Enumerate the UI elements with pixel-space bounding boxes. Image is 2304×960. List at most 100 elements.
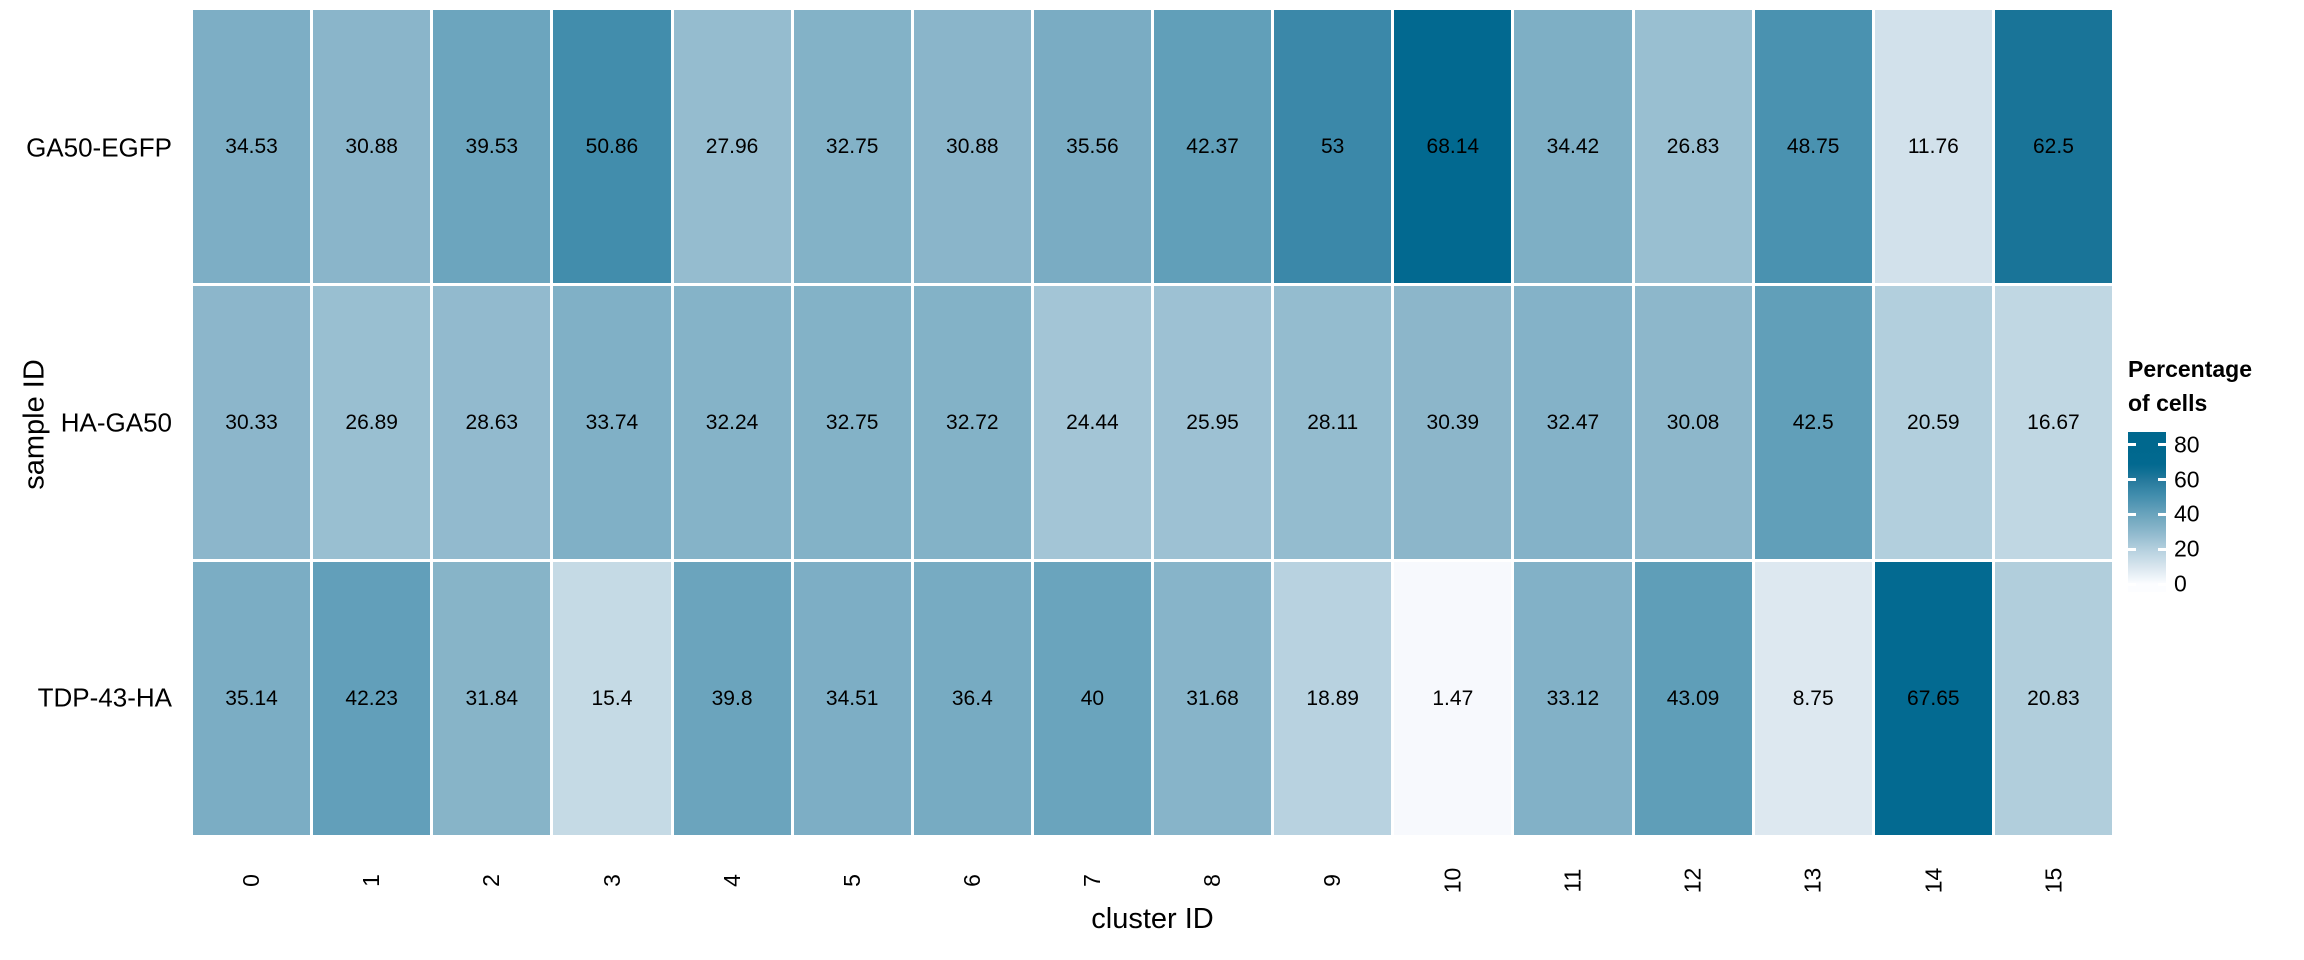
legend: Percentage of cells 80 60 40 20 0: [2128, 352, 2304, 598]
cell-value-label: 34.53: [225, 134, 278, 158]
cell-value-label: 50.86: [585, 134, 639, 158]
legend-tick-dash-left: [2128, 443, 2136, 447]
col-tick-text: 7: [1078, 873, 1105, 887]
col-tick-text: 1: [358, 873, 385, 887]
cell-value-label: 30.08: [1666, 410, 1720, 434]
col-tick-text: 10: [1439, 867, 1466, 893]
heatmap-cell: 42.37: [1154, 10, 1272, 283]
y-axis-tick-labels: GA50-EGFP HA-GA50 TDP-43-HA: [0, 10, 180, 835]
cell-value-label: 24.44: [1066, 410, 1119, 434]
cell-value-label: 8.75: [1792, 686, 1834, 710]
heatmap-cell: 33.74: [553, 286, 671, 559]
cell-value-label: 25.95: [1186, 410, 1239, 434]
col-tick-text: 4: [718, 873, 745, 887]
cell-value-label: 1.47: [1432, 686, 1474, 710]
cell-value-label: 42.5: [1792, 410, 1834, 434]
cell-value-label: 67.65: [1907, 686, 1960, 710]
col-tick-text: 14: [1919, 867, 1946, 893]
heatmap-cell: 20.83: [1994, 562, 2112, 835]
heatmap-cell: 35.56: [1033, 10, 1151, 283]
cell-value-label: 39.8: [711, 686, 753, 710]
row-label-TDP-43-HA: TDP-43-HA: [37, 682, 172, 712]
row-label-HA-GA50: HA-GA50: [60, 407, 172, 437]
cell-value-label: 31.68: [1186, 686, 1239, 710]
row-label-GA50-EGFP: GA50-EGFP: [26, 132, 172, 162]
cell-value-label: 36.4: [951, 686, 993, 710]
cell-value-label: 16.67: [2027, 410, 2080, 434]
cell-value-label: 43.09: [1666, 686, 1720, 710]
cell-value-label: 32.47: [1546, 410, 1600, 434]
heatmap-cell: 32.24: [673, 286, 791, 559]
legend-title-line1: Percentage: [2128, 356, 2253, 382]
cell-value-label: 27.96: [705, 134, 759, 158]
heatmap-cell: 30.08: [1634, 286, 1752, 559]
heatmap-cell: 26.83: [1634, 10, 1752, 283]
heatmap-cell: 50.86: [553, 10, 671, 283]
heatmap-cell: 30.33: [193, 286, 311, 559]
heatmap-grid: 34.53 30.88 39.53 50.86 27.96 32.75 30.88 35.56…: [193, 10, 2112, 835]
heatmap-cell: 34.53: [193, 10, 311, 283]
heatmap-cell: 32.75: [793, 286, 911, 559]
legend-tick-dash-left: [2128, 478, 2136, 482]
cell-value-label: 30.88: [345, 134, 398, 158]
heatmap-cell: 32.72: [913, 286, 1031, 559]
heatmap-cell: 11.76: [1874, 10, 1992, 283]
cell-value-label: 32.24: [705, 410, 759, 434]
cell-value-label: 18.89: [1306, 686, 1359, 710]
heatmap-cell: 40: [1033, 562, 1151, 835]
legend-tick-label-0: 0: [2174, 570, 2187, 597]
col-tick-text: 3: [598, 873, 625, 887]
legend-tick-label-80: 80: [2174, 431, 2200, 458]
legend-tick-label-20: 20: [2174, 535, 2200, 562]
cell-value-label: 26.83: [1666, 134, 1720, 158]
cell-value-label: 20.83: [2027, 686, 2080, 710]
cell-value-label: 42.23: [345, 686, 398, 710]
legend-tick-label-40: 40: [2174, 500, 2200, 527]
cell-value-label: 39.53: [465, 134, 519, 158]
heatmap-cell: 39.53: [433, 10, 551, 283]
col-tick-text: 5: [838, 873, 865, 887]
heatmap-cell: 28.63: [433, 286, 551, 559]
heatmap-cell: 15.4: [553, 562, 671, 835]
col-tick-text: 8: [1199, 873, 1226, 887]
cell-value-label: 42.37: [1186, 134, 1239, 158]
legend-tick-dash-left: [2128, 512, 2136, 516]
legend-title-line2: of cells: [2128, 390, 2208, 416]
cell-value-label: 33.12: [1546, 686, 1600, 710]
cell-value-label: 68.14: [1426, 134, 1480, 158]
heatmap-cell: 31.68: [1154, 562, 1272, 835]
legend-tick-dash-right: [2158, 443, 2166, 447]
heatmap-cell: 32.47: [1514, 286, 1632, 559]
heatmap-cell: 30.88: [913, 10, 1031, 283]
heatmap-cell: 68.14: [1394, 10, 1512, 283]
heatmap-cell: 1.47: [1394, 562, 1512, 835]
legend-tick-dash-right: [2158, 582, 2166, 586]
cell-value-label: 30.39: [1426, 410, 1480, 434]
col-tick-text: 0: [238, 873, 265, 887]
heatmap-cell: 34.51: [793, 562, 911, 835]
heatmap-cell: 32.75: [793, 10, 911, 283]
heatmap-cell: 67.65: [1874, 562, 1992, 835]
cell-value-label: 26.89: [345, 410, 398, 434]
cell-value-label: 40: [1080, 686, 1105, 710]
x-axis-title: cluster ID: [1091, 903, 1214, 935]
heatmap-cell: 34.42: [1514, 10, 1632, 283]
heatmap-cell: 42.23: [313, 562, 431, 835]
heatmap-cell: 35.14: [193, 562, 311, 835]
heatmap-cell: 48.75: [1754, 10, 1872, 283]
cell-value-label: 30.88: [946, 134, 999, 158]
cell-value-label: 34.42: [1546, 134, 1600, 158]
col-tick-text: 15: [2039, 867, 2066, 893]
cell-value-label: 48.75: [1786, 134, 1840, 158]
heatmap-cell: 18.89: [1274, 562, 1392, 835]
cell-value-label: 35.56: [1066, 134, 1119, 158]
cell-value-label: 34.51: [825, 686, 879, 710]
heatmap-cell: 8.75: [1754, 562, 1872, 835]
heatmap-cell: 30.88: [313, 10, 431, 283]
legend-tick-dash-left: [2128, 547, 2136, 551]
col-tick-text: 6: [958, 873, 985, 887]
legend-tick-dash-left: [2128, 582, 2136, 586]
legend-colorbar-wrap: 80 60 40 20 0: [2128, 428, 2304, 598]
legend-tick-dash-right: [2158, 478, 2166, 482]
legend-tick-dash-right: [2158, 512, 2166, 516]
